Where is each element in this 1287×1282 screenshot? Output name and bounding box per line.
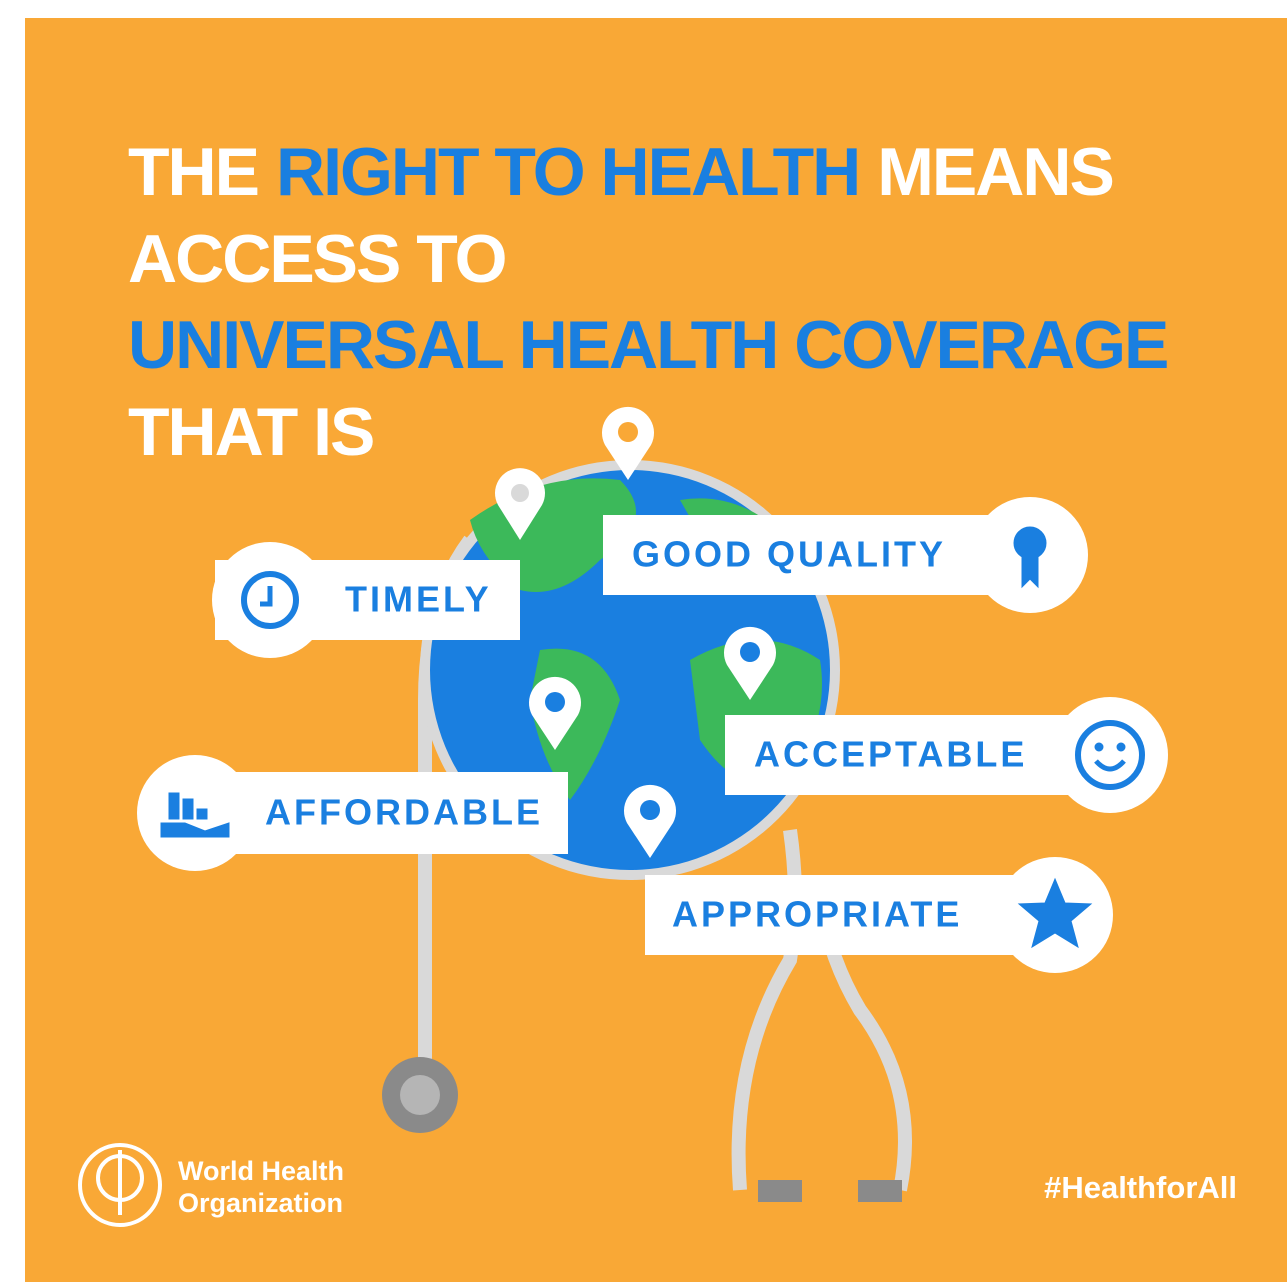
label-box [190, 772, 568, 854]
headline-segment: THE [128, 134, 258, 210]
clock [241, 571, 299, 629]
headline-segment: ACCESS TO [128, 221, 506, 297]
label-icon [1017, 877, 1093, 949]
smile [1094, 759, 1126, 772]
label-text: APPROPRIATE [672, 894, 962, 935]
eye [1116, 742, 1126, 752]
rosette [1013, 526, 1047, 560]
hand-coins [160, 792, 230, 838]
label-icon [1075, 720, 1145, 790]
earpiece [758, 1180, 802, 1202]
earpiece [858, 1180, 902, 1202]
chest-piece-center [400, 1075, 440, 1115]
headline-segment: RIGHT TO HEALTH [276, 134, 859, 210]
label-text: AFFORDABLE [265, 792, 543, 833]
label-icon [241, 571, 299, 629]
label-box [603, 515, 1030, 595]
label-text: GOOD QUALITY [632, 534, 946, 575]
logo-line2: Organization [178, 1188, 343, 1218]
star [1017, 877, 1093, 949]
ribbon [1021, 554, 1039, 589]
label-icon [160, 792, 230, 838]
label-box [725, 715, 1110, 795]
map-pins [495, 406, 777, 858]
clock-hands [260, 586, 273, 607]
headline: THE RIGHT TO HEALTH MEANS ACCESS TO UNIVERSA… [128, 134, 1167, 470]
eye [1094, 742, 1104, 752]
label-box [645, 875, 1055, 955]
label-text: TIMELY [345, 579, 492, 620]
headline-segment: THAT IS [128, 394, 373, 470]
label-icon [1013, 526, 1047, 589]
who-emblem [78, 1143, 162, 1227]
headline-segment: MEANS [877, 134, 1113, 210]
labels: TIMELY GOOD QUALITY ACCEPTABLE AFFORDABLE AP… [137, 497, 1168, 973]
headline-segment: UNIVERSAL HEALTH COVERAGE [128, 307, 1167, 383]
logo-line1: World Health [178, 1156, 344, 1186]
label-text: ACCEPTABLE [754, 734, 1027, 775]
hashtag: #HealthforAll [1044, 1170, 1237, 1205]
smiley [1075, 720, 1145, 790]
